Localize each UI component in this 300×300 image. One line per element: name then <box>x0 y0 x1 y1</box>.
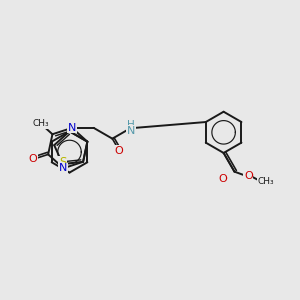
Text: O: O <box>115 146 124 156</box>
Text: O: O <box>115 146 124 156</box>
Text: O: O <box>29 154 38 164</box>
Text: H: H <box>127 120 135 130</box>
Text: N: N <box>59 163 68 173</box>
Text: N: N <box>68 123 76 133</box>
Text: O: O <box>218 173 227 184</box>
Text: H: H <box>127 120 135 130</box>
Text: CH₃: CH₃ <box>258 176 274 185</box>
Text: O: O <box>244 171 253 181</box>
Text: O: O <box>29 154 38 164</box>
Text: S: S <box>59 157 66 169</box>
Text: N: N <box>127 126 135 136</box>
Text: CH₃: CH₃ <box>32 119 49 128</box>
Text: N: N <box>127 126 135 136</box>
Text: N: N <box>59 163 68 173</box>
Text: S: S <box>59 157 66 169</box>
Text: N: N <box>68 123 76 133</box>
Text: CH₃: CH₃ <box>258 176 274 185</box>
Text: O: O <box>218 173 227 184</box>
Text: O: O <box>244 171 253 181</box>
Text: CH₃: CH₃ <box>32 119 49 128</box>
